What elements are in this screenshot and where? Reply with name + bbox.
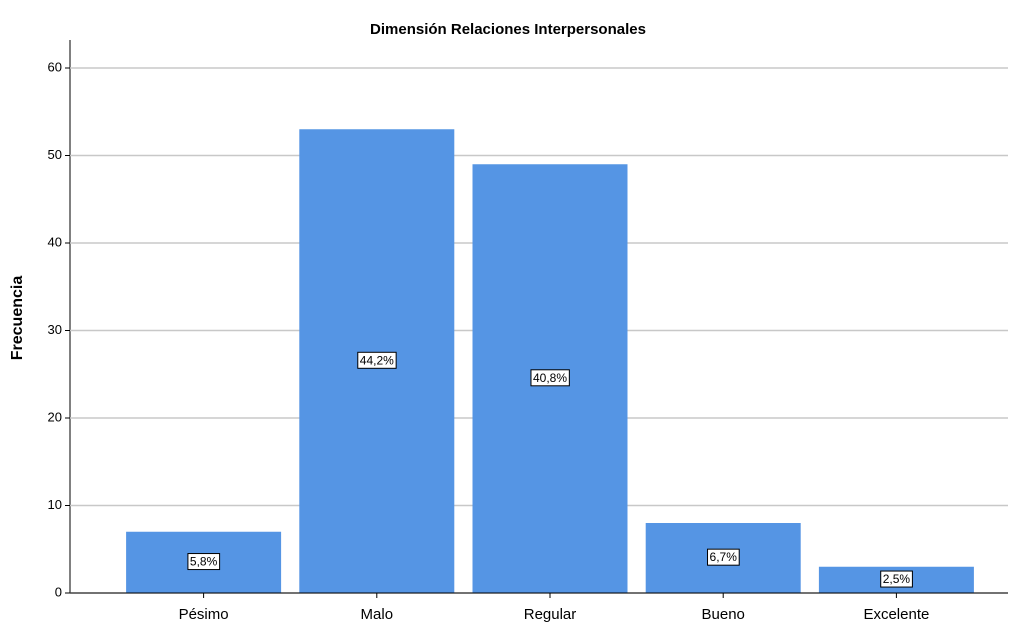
x-tick-label: Bueno bbox=[702, 606, 745, 623]
x-tick-label: Pésimo bbox=[179, 606, 229, 623]
value-label: 44,2% bbox=[360, 353, 394, 367]
chart-title: Dimensión Relaciones Interpersonales bbox=[370, 21, 646, 38]
y-tick-label: 0 bbox=[55, 584, 62, 599]
value-label: 5,8% bbox=[190, 555, 218, 569]
value-label-box bbox=[187, 553, 221, 571]
value-label-box bbox=[880, 570, 913, 588]
x-tick-label: Malo bbox=[361, 606, 394, 623]
x-tick-label: Regular bbox=[524, 606, 577, 623]
x-tick-label: Excelente bbox=[863, 606, 929, 623]
value-label-box bbox=[707, 548, 740, 566]
y-tick-label: 10 bbox=[48, 497, 62, 512]
value-label-box bbox=[530, 369, 570, 387]
y-tick-label: 30 bbox=[48, 322, 62, 337]
value-label: 2,5% bbox=[883, 572, 911, 586]
y-tick-label: 60 bbox=[48, 59, 62, 74]
value-label: 6,7% bbox=[710, 550, 738, 564]
y-tick-label: 20 bbox=[48, 409, 62, 424]
y-tick-label: 40 bbox=[48, 234, 62, 249]
y-axis-label: Frecuencia bbox=[9, 276, 26, 361]
value-label-box bbox=[357, 351, 397, 369]
y-tick-label: 50 bbox=[48, 147, 62, 162]
value-label: 40,8% bbox=[533, 371, 567, 385]
